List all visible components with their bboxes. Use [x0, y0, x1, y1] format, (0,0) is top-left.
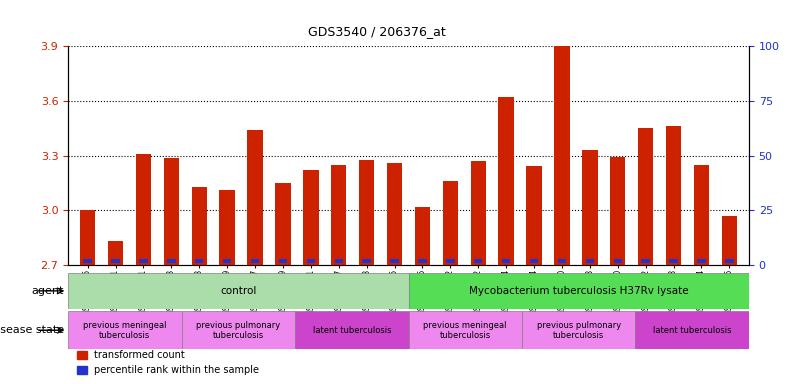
- Bar: [409, 273, 749, 309]
- Bar: [251, 258, 260, 263]
- Bar: [191, 187, 207, 265]
- Bar: [694, 165, 709, 265]
- Bar: [725, 258, 734, 263]
- Bar: [167, 258, 175, 263]
- Bar: [139, 258, 147, 263]
- Text: agent: agent: [32, 286, 64, 296]
- Text: control: control: [220, 286, 256, 296]
- Text: GDS3540 / 206376_at: GDS3540 / 206376_at: [308, 25, 445, 38]
- Legend: transformed count, percentile rank within the sample: transformed count, percentile rank withi…: [73, 346, 264, 379]
- Bar: [303, 170, 319, 265]
- Text: previous pulmonary
tuberculosis: previous pulmonary tuberculosis: [196, 321, 280, 340]
- Bar: [698, 258, 706, 263]
- Bar: [331, 165, 346, 265]
- Bar: [418, 258, 427, 263]
- Bar: [635, 311, 749, 349]
- Bar: [446, 258, 455, 263]
- Bar: [415, 207, 430, 265]
- Text: latent tuberculosis: latent tuberculosis: [653, 326, 731, 335]
- Bar: [557, 258, 566, 263]
- Text: previous meningeal
tuberculosis: previous meningeal tuberculosis: [424, 321, 507, 340]
- Bar: [276, 183, 291, 265]
- Bar: [638, 128, 654, 265]
- Bar: [522, 311, 635, 349]
- Bar: [248, 130, 263, 265]
- Bar: [666, 126, 682, 265]
- Bar: [409, 311, 522, 349]
- Bar: [387, 163, 402, 265]
- Bar: [68, 273, 409, 309]
- Text: previous meningeal
tuberculosis: previous meningeal tuberculosis: [83, 321, 167, 340]
- Bar: [529, 258, 538, 263]
- Bar: [83, 258, 92, 263]
- Bar: [307, 258, 315, 263]
- Bar: [68, 311, 182, 349]
- Text: Mycobacterium tuberculosis H37Rv lysate: Mycobacterium tuberculosis H37Rv lysate: [469, 286, 689, 296]
- Bar: [108, 241, 123, 265]
- Text: latent tuberculosis: latent tuberculosis: [312, 326, 391, 335]
- Bar: [279, 258, 288, 263]
- Bar: [80, 210, 95, 265]
- Bar: [722, 216, 737, 265]
- Bar: [335, 258, 343, 263]
- Bar: [443, 181, 458, 265]
- Bar: [362, 258, 371, 263]
- Bar: [111, 258, 119, 263]
- Bar: [498, 97, 514, 265]
- Bar: [554, 46, 570, 265]
- Bar: [359, 160, 374, 265]
- Bar: [502, 258, 510, 263]
- Bar: [135, 154, 151, 265]
- Bar: [390, 258, 399, 263]
- Bar: [582, 150, 598, 265]
- Bar: [295, 311, 409, 349]
- Bar: [610, 157, 626, 265]
- Bar: [223, 258, 231, 263]
- Text: disease state: disease state: [0, 325, 64, 335]
- Bar: [219, 190, 235, 265]
- Bar: [182, 311, 295, 349]
- Bar: [163, 158, 179, 265]
- Bar: [526, 167, 541, 265]
- Text: previous pulmonary
tuberculosis: previous pulmonary tuberculosis: [537, 321, 621, 340]
- Bar: [614, 258, 622, 263]
- Bar: [471, 161, 486, 265]
- Bar: [670, 258, 678, 263]
- Bar: [586, 258, 594, 263]
- Bar: [642, 258, 650, 263]
- Bar: [474, 258, 482, 263]
- Bar: [195, 258, 203, 263]
